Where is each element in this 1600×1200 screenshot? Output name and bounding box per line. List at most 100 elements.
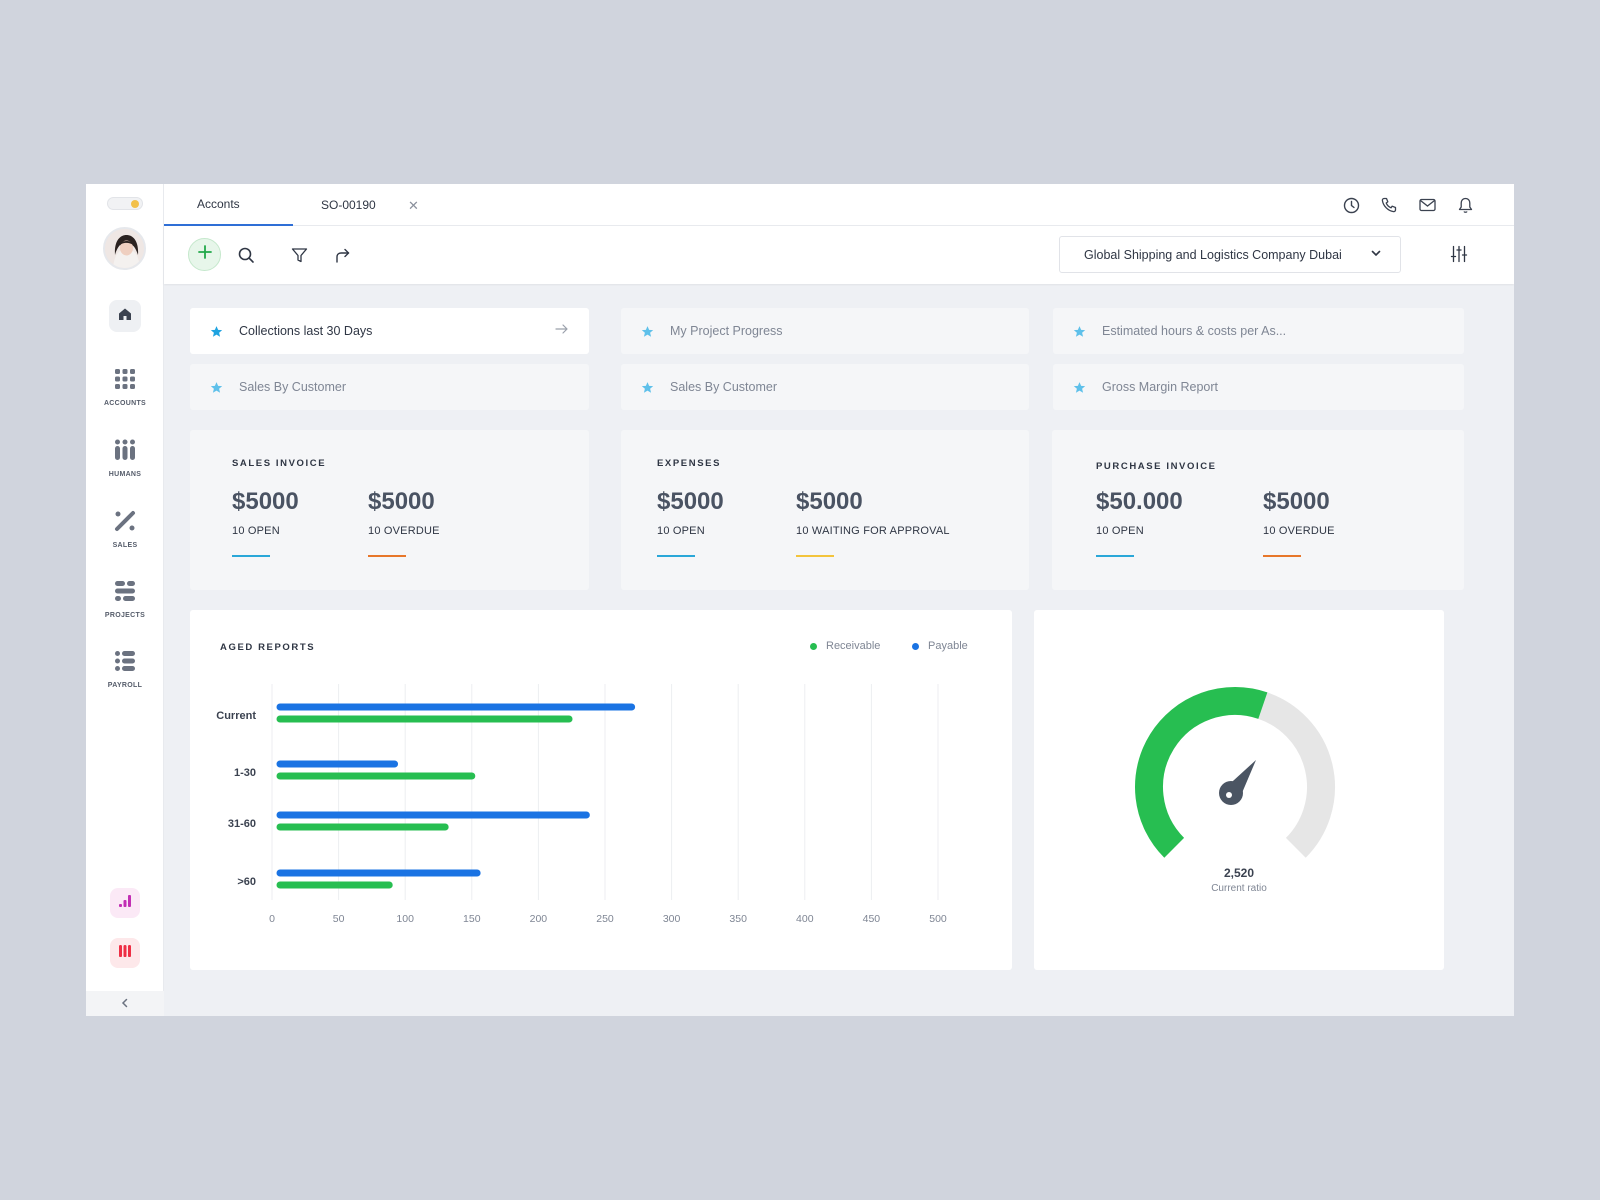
stat-underline [1096,555,1134,557]
legend-label: Receivable [826,640,881,652]
avatar[interactable] [103,227,146,270]
phone-icon[interactable] [1380,196,1398,214]
star-icon [210,381,223,394]
stat-value: $50.000 [1096,488,1183,515]
humans-icon [114,439,136,466]
card-title: SALES INVOICE [232,458,327,469]
quick-link-label: Collections last 30 Days [239,324,373,338]
x-tick-label: 400 [796,913,814,925]
sidebar-item-sales[interactable]: SALES [86,510,164,549]
sidebar-item-humans[interactable]: HUMANS [86,439,164,478]
tab-label: SO-00190 [321,198,376,212]
stat-underline [657,555,695,557]
tab-label: Acconts [197,197,240,211]
quick-link-label: My Project Progress [670,324,783,338]
home-button[interactable] [109,300,141,332]
sidebar-item-label: ACCOUNTS [103,400,147,407]
purchase-invoice-card[interactable]: PURCHASE INVOICE $50.000 10 OPEN $5000 1… [1052,430,1464,590]
filter-icon[interactable] [289,245,309,265]
sliders-icon[interactable] [1450,245,1468,268]
stat-label: 10 OPEN [1096,525,1144,537]
bell-icon[interactable] [1456,196,1474,214]
quick-link-sales-by-customer[interactable]: Sales By Customer [190,364,589,410]
sidebar-item-label: PAYROLL [107,682,143,689]
sales-icon [114,510,136,537]
sales-invoice-card[interactable]: SALES INVOICE $5000 10 OPEN $5000 10 OVE… [190,430,589,590]
aged-reports-chart: 0 50 100 150 200 250 300 350 400 450 500 Current 1-3… [216,684,947,925]
card-title: PURCHASE INVOICE [1096,461,1217,472]
stat-label: 10 OPEN [232,525,280,537]
category-label: 31-60 [228,818,256,830]
top-icons [1342,196,1474,214]
analytics-app-button[interactable] [110,888,140,918]
toggle-knob [131,200,139,208]
sidebar-item-projects[interactable]: PROJECTS [86,580,164,619]
category-label: >60 [237,876,256,888]
collapse-sidebar-button[interactable] [86,991,164,1016]
legend-receivable[interactable]: Receivable [810,640,880,652]
sidebar-item-label: SALES [112,542,138,549]
home-icon [118,307,132,326]
stat-value: $5000 [1263,488,1330,515]
accounts-grid-icon [114,368,136,395]
payroll-icon [114,650,136,677]
columns-app-button[interactable] [110,938,140,968]
stat-label: 10 WAITING FOR APPROVAL [796,525,950,537]
quick-link-estimated-hours[interactable]: Estimated hours & costs per As... [1053,308,1464,354]
stat-underline [796,555,834,557]
arrow-right-icon [555,322,569,339]
sidebar-item-accounts[interactable]: ACCOUNTS [86,368,164,407]
sidebar-item-payroll[interactable]: PAYROLL [86,650,164,689]
current-ratio-gauge [1135,687,1335,858]
x-tick-label: 250 [596,913,614,925]
x-tick-label: 150 [463,913,481,925]
gauge-needle-pin [1226,792,1232,798]
legend-payable[interactable]: Payable [912,640,968,652]
x-tick-label: 100 [396,913,414,925]
x-tick-label: 450 [863,913,881,925]
theme-toggle[interactable] [107,197,143,210]
stat-overdue: $5000 10 OVERDUE [368,488,440,557]
share-icon[interactable] [332,245,352,265]
legend-dot-receivable [810,642,817,650]
quick-link-project-progress[interactable]: My Project Progress [621,308,1029,354]
stat-underline [1263,555,1301,557]
search-icon[interactable] [236,245,256,265]
tab-accounts[interactable]: Acconts [164,184,293,226]
mail-icon[interactable] [1418,196,1436,214]
star-icon [641,381,654,394]
x-tick-label: 500 [929,913,947,925]
chart-title: AGED REPORTS [220,642,316,653]
gauge-fill [1135,687,1268,858]
x-tick-label: 200 [530,913,548,925]
sidebar: ACCOUNTS HUMANS SALES [86,184,164,1016]
projects-icon [114,580,136,607]
toolbar: Global Shipping and Logistics Company Du… [164,226,1514,284]
close-tab-icon[interactable]: ✕ [408,198,419,213]
legend-dot-payable [912,642,919,650]
company-select-value: Global Shipping and Logistics Company Du… [1084,247,1342,262]
quick-link-collections[interactable]: Collections last 30 Days [190,308,589,354]
clock-icon[interactable] [1342,196,1360,214]
company-select[interactable]: Global Shipping and Logistics Company Du… [1059,236,1401,273]
columns-icon [118,944,132,963]
stat-open: $50.000 10 OPEN [1096,488,1183,557]
stat-value: $5000 [657,488,724,515]
quick-link-label: Gross Margin Report [1102,380,1219,394]
quick-link-sales-by-customer-2[interactable]: Sales By Customer [621,364,1029,410]
app-window: ACCOUNTS HUMANS SALES [86,184,1514,1016]
tab-bar: Acconts SO-00190 ✕ [164,184,1514,226]
x-tick-label: 300 [663,913,681,925]
chevron-down-icon [1370,247,1382,262]
stat-value: $5000 [796,488,863,515]
expenses-card[interactable]: EXPENSES $5000 10 OPEN $5000 10 WAITING … [621,430,1029,590]
stat-label: 10 OPEN [657,525,705,537]
stat-waiting: $5000 10 WAITING FOR APPROVAL [796,488,950,557]
bar-chart-icon [118,894,132,913]
tab-so-00190[interactable]: SO-00190 [321,184,376,226]
gauge-label: Current ratio [1211,883,1267,894]
gauge-value: 2,520 [1223,866,1255,880]
plus-icon [197,245,212,264]
add-button[interactable] [188,238,221,271]
quick-link-gross-margin[interactable]: Gross Margin Report [1053,364,1464,410]
